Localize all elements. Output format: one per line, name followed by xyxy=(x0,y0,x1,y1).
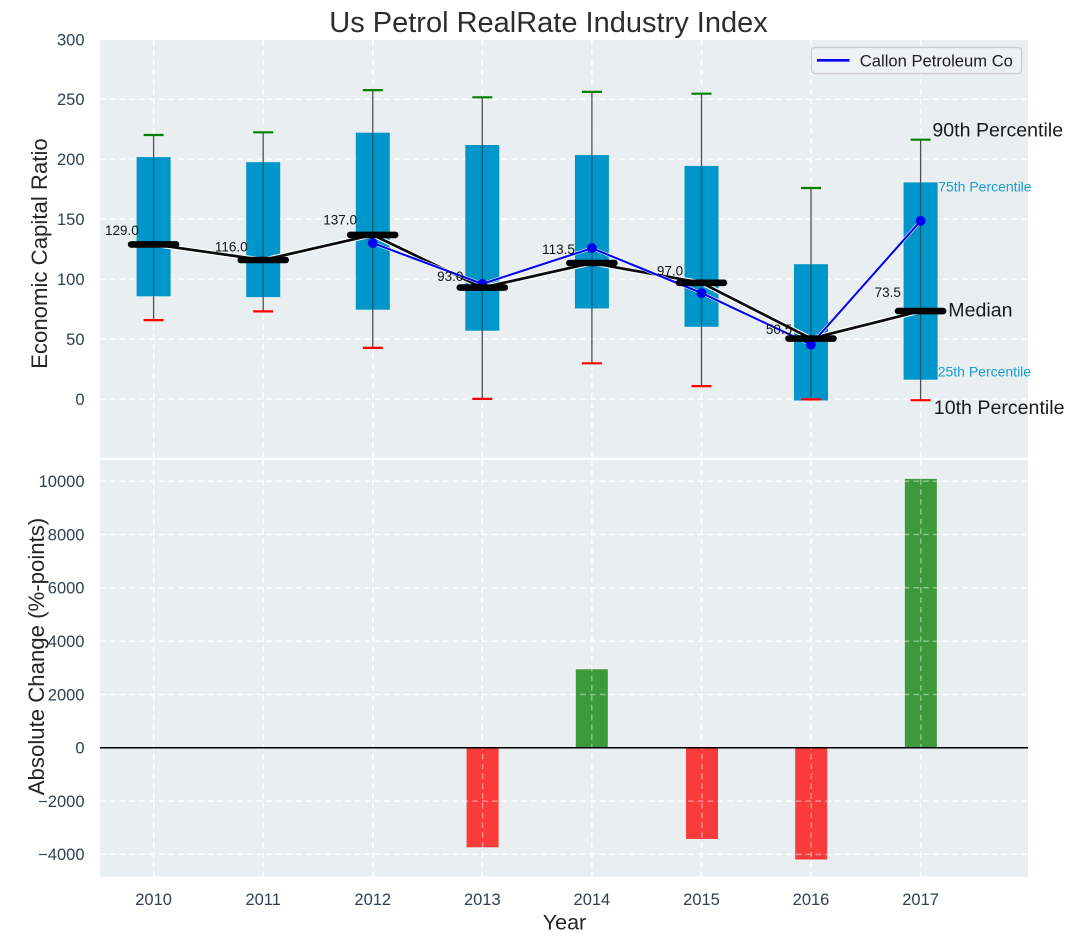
svg-text:116.0: 116.0 xyxy=(215,240,248,255)
svg-text:250: 250 xyxy=(57,91,85,109)
svg-text:−4000: −4000 xyxy=(38,846,84,864)
svg-text:113.5: 113.5 xyxy=(542,242,575,257)
svg-text:2013: 2013 xyxy=(464,891,501,909)
svg-text:50.5: 50.5 xyxy=(766,322,792,337)
svg-text:Economic Capital Ratio: Economic Capital Ratio xyxy=(27,138,52,369)
svg-text:25th Percentile: 25th Percentile xyxy=(938,364,1032,380)
svg-text:50: 50 xyxy=(66,331,84,349)
svg-text:Absolute Change (%-points): Absolute Change (%-points) xyxy=(24,518,49,796)
svg-text:75th Percentile: 75th Percentile xyxy=(938,179,1032,195)
svg-text:2016: 2016 xyxy=(793,891,830,909)
svg-text:8000: 8000 xyxy=(48,526,85,544)
svg-text:6000: 6000 xyxy=(48,580,85,598)
svg-text:129.0: 129.0 xyxy=(105,223,139,238)
svg-text:2017: 2017 xyxy=(902,891,939,909)
svg-text:2010: 2010 xyxy=(135,891,172,909)
svg-text:10000: 10000 xyxy=(39,473,85,491)
svg-text:0: 0 xyxy=(75,391,84,409)
svg-text:2012: 2012 xyxy=(354,891,391,909)
svg-text:0: 0 xyxy=(75,740,84,758)
svg-text:Callon Petroleum Co: Callon Petroleum Co xyxy=(860,51,1013,70)
svg-text:200: 200 xyxy=(57,151,85,169)
svg-text:Year: Year xyxy=(543,911,586,935)
svg-text:100: 100 xyxy=(57,271,85,289)
svg-text:Us Petrol RealRate Industry In: Us Petrol RealRate Industry Index xyxy=(329,7,768,39)
svg-text:73.5: 73.5 xyxy=(875,285,901,300)
svg-text:2014: 2014 xyxy=(574,891,611,909)
svg-text:137.0: 137.0 xyxy=(323,212,357,227)
svg-text:2015: 2015 xyxy=(683,891,720,909)
svg-text:90th Percentile: 90th Percentile xyxy=(932,120,1063,142)
svg-text:10th Percentile: 10th Percentile xyxy=(934,397,1065,419)
svg-text:300: 300 xyxy=(57,31,85,49)
svg-text:−2000: −2000 xyxy=(38,793,84,811)
svg-text:2011: 2011 xyxy=(245,891,280,909)
svg-text:2000: 2000 xyxy=(48,686,85,704)
svg-text:93.0: 93.0 xyxy=(437,269,463,284)
svg-text:97.0: 97.0 xyxy=(657,264,683,279)
svg-text:4000: 4000 xyxy=(48,633,85,651)
svg-text:Median: Median xyxy=(948,300,1012,322)
svg-text:150: 150 xyxy=(57,211,85,229)
